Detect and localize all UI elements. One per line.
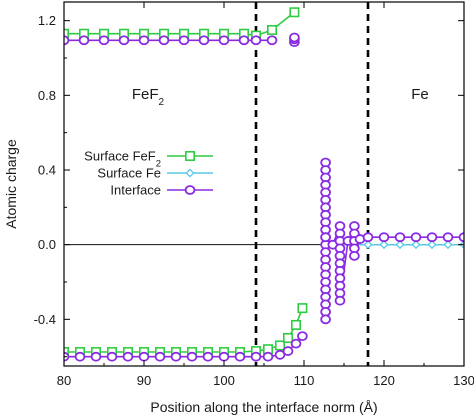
- series-3-point: [458, 232, 464, 243]
- series-3-point: [320, 232, 331, 243]
- series-3: [64, 32, 464, 362]
- series-2-point: [395, 240, 405, 250]
- series-3-point: [218, 351, 230, 362]
- labels: Position along the interface norm (Å) At…: [3, 139, 378, 415]
- series-3-point: [218, 35, 230, 46]
- series-3-point: [282, 346, 294, 356]
- y-tick-label: 0.8: [38, 88, 56, 103]
- legend-marker-1: [185, 151, 196, 162]
- x-tick-label: 120: [373, 373, 395, 388]
- y-axis-title: Atomic charge: [3, 139, 19, 229]
- series-3-point: [138, 35, 150, 46]
- series-3-point: [378, 232, 390, 243]
- series-3-point: [362, 232, 374, 243]
- series-3-point: [250, 35, 262, 46]
- series-2-point: [411, 240, 421, 250]
- plot-content: [64, 2, 464, 366]
- series-2-point: [363, 240, 373, 250]
- series-3-point: [74, 351, 86, 362]
- y-tick-label: 1.2: [38, 13, 56, 28]
- series-3-point: [78, 35, 90, 46]
- series-1: [64, 7, 308, 357]
- series-3-point: [320, 314, 331, 325]
- x-tick-label: 100: [213, 373, 235, 388]
- series-3-point: [106, 351, 118, 362]
- y-tick-label: -0.4: [34, 312, 56, 327]
- series-1-point: [64, 346, 69, 357]
- series-1-point: [274, 340, 285, 351]
- series-1-point: [297, 303, 308, 314]
- series-3-point: [122, 351, 134, 362]
- series-3-point: [186, 351, 198, 362]
- series-2-point: [379, 240, 389, 250]
- series-3-point: [198, 35, 210, 46]
- y-tick-label: 0.0: [38, 237, 56, 252]
- legend-marker-2: [185, 168, 195, 178]
- series-3-point: [334, 295, 346, 306]
- series-3-point: [90, 351, 102, 362]
- x-tick-label: 80: [57, 373, 71, 388]
- legend-marker-3: [184, 185, 196, 195]
- series-1-point: [282, 332, 293, 343]
- series-3-point: [234, 351, 246, 362]
- series-3-point: [349, 250, 360, 261]
- series-2-point: [427, 240, 437, 250]
- series-3-point: [442, 232, 454, 243]
- x-axis-title: Position along the interface norm (Å): [150, 399, 377, 415]
- x-tick-label: 130: [453, 373, 474, 388]
- series-3-point: [250, 351, 262, 362]
- series-3-point: [238, 35, 250, 46]
- y-tick-label: 0.4: [38, 163, 56, 178]
- series-3-point: [262, 351, 274, 362]
- series-1-point: [64, 28, 69, 39]
- series-3-point: [64, 35, 70, 46]
- axes: 80 90 100 110 120 130 -0.4 0.0 0.4 0.8 1.2 FeF2 Fe: [34, 1, 474, 388]
- series-3-point: [289, 32, 300, 43]
- series-3-point: [138, 351, 150, 362]
- series-1-point: [266, 24, 277, 35]
- series-1-point: [289, 7, 300, 18]
- series-3-point: [410, 232, 422, 243]
- legend-label-2: Surface Fe: [97, 166, 161, 181]
- region-label-1: FeF2: [132, 86, 165, 108]
- series-1-point: [290, 319, 301, 330]
- series-3-point: [202, 351, 214, 362]
- series-3-point: [274, 349, 286, 360]
- legend-label-3: Interface: [110, 183, 161, 198]
- series-3-point: [394, 232, 406, 243]
- x-tick-label: 90: [137, 373, 151, 388]
- series-3-point: [170, 351, 182, 362]
- series-3-point: [158, 35, 170, 46]
- series-3-point: [98, 35, 110, 46]
- series-3-point: [154, 351, 166, 362]
- x-tick-label: 110: [294, 373, 315, 388]
- series-2-point: [443, 240, 453, 250]
- series-3-point: [118, 35, 130, 46]
- series-3-point: [178, 35, 190, 46]
- region-label-2: Fe: [411, 86, 429, 103]
- series-3-point: [290, 338, 302, 349]
- series-3-point: [266, 35, 278, 46]
- series-3-point: [297, 331, 308, 342]
- series-3-point: [426, 232, 438, 243]
